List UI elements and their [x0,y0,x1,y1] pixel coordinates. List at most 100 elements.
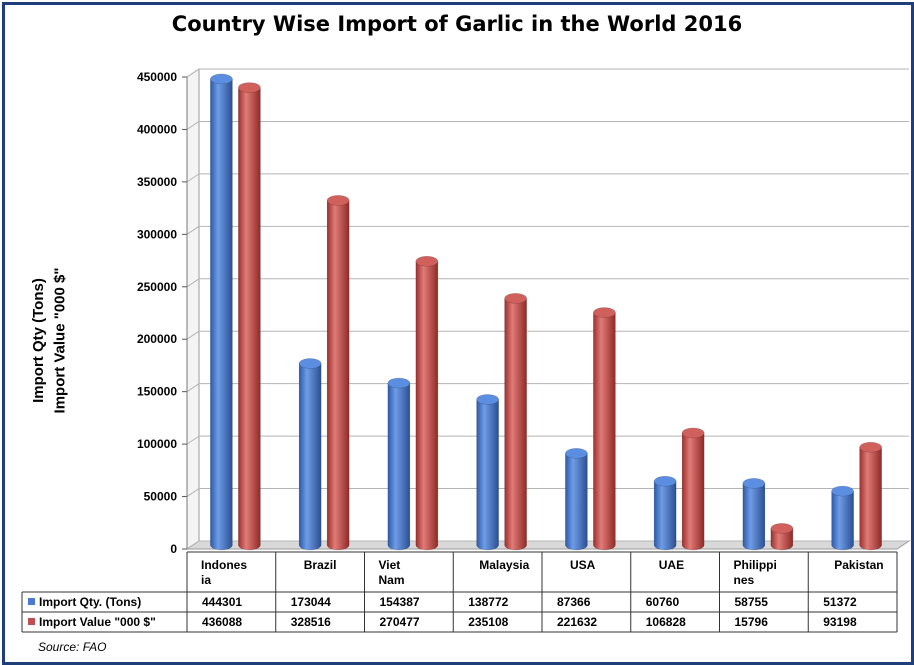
data-table-value: 60760 [646,595,680,609]
bar-body [742,483,766,551]
bar-body [504,298,527,551]
data-table-value: 15796 [735,615,769,629]
data-table-value: 154387 [380,595,420,609]
bar-qty [387,377,411,551]
x-category-label: Viet Nam [379,558,405,587]
bar-body [565,453,588,551]
bar-qty [298,358,322,551]
bar-top [565,448,588,459]
bar-value [859,441,882,551]
data-table-value: 444301 [202,595,242,609]
bar-top [210,73,233,85]
bar-body [831,490,854,551]
bar-top [387,377,411,389]
data-table-value: 87366 [557,595,591,609]
chart-floor [185,540,911,550]
data-table-value: 235108 [468,615,508,629]
bar-top [681,427,705,439]
legend-series-name: Import Qty. (Tons) [39,595,141,609]
bar-top [415,256,439,267]
legend-swatch [28,598,35,605]
data-table-value: 51372 [823,595,857,609]
bar-qty [742,478,766,551]
y-tick-label: 400000 [137,122,177,136]
x-category-label: USA [570,558,596,572]
bar-value [415,256,439,551]
bar-value [593,307,616,551]
bar-top [859,441,882,453]
gridline-depth [186,435,200,445]
x-category-label: Brazil [304,558,337,572]
bar-body [593,312,616,551]
x-category-label: Indones ia [201,558,247,587]
data-table-value: 138772 [468,595,508,609]
legend-swatch [28,618,35,625]
gridline-depth [186,121,200,130]
bar-qty [476,394,499,551]
y-tick-label: 450000 [137,70,177,84]
bar-body [326,200,350,551]
bar-body [387,382,411,551]
y-tick-label: 150000 [137,385,177,399]
bar-body [415,261,439,551]
bar-top [476,394,499,405]
bar-value [770,523,794,551]
bar-top [742,478,766,489]
data-table-value: 106828 [646,615,686,629]
bar-top [770,523,794,534]
bar-top [593,307,616,318]
bar-value [681,427,705,551]
y-tick-label: 0 [170,542,177,556]
bar-body [476,399,499,551]
bar-top [238,82,261,93]
bar-value [326,195,350,551]
bar-qty [653,476,677,551]
bar-top [653,476,677,487]
gridline-depth [186,383,200,393]
bar-top [298,358,322,369]
bar-top [831,485,854,497]
data-table-value: 270477 [380,615,420,629]
bar-body [653,481,677,551]
source-note: Source: FAO [38,640,107,654]
data-table-value: 436088 [202,615,242,629]
bar-body [681,432,705,551]
gridline-depth [186,540,200,550]
x-category-label: Malaysia [479,558,529,572]
gridline-depth [186,68,200,78]
gridline-depth [186,173,200,183]
x-category-label: UAE [659,558,684,572]
side-wall [186,68,200,550]
data-table-value: 173044 [291,595,331,609]
bar-top [326,195,350,206]
bar-body [238,87,261,551]
data-table-value: 221632 [557,615,597,629]
x-category-label: Philippi nes [734,558,777,587]
y-tick-label: 300000 [137,227,177,241]
data-table-value: 328516 [291,615,331,629]
y-tick-label: 250000 [137,280,177,294]
y-tick-label: 200000 [137,332,177,346]
bar-body [210,78,233,551]
bar-value [504,293,527,551]
y-tick-label: 50000 [144,490,178,504]
gridline-depth [186,488,200,497]
y-tick-label: 350000 [137,175,177,189]
bar-body [770,528,794,551]
x-category-label: Pakistan [834,558,883,572]
bar-qty [831,485,854,551]
chart-title: Country Wise Import of Garlic in the Wor… [171,12,743,36]
data-table-value: 58755 [735,595,769,609]
bar-qty [210,73,233,551]
bar-top [504,293,527,304]
bar-qty [565,448,588,551]
legend-series-name: Import Value "000 $" [39,615,156,629]
bar-value [238,82,261,551]
bar-body [298,363,322,551]
y-tick-label: 100000 [137,437,177,451]
gridline-depth [186,330,200,340]
gridline-depth [186,225,200,235]
data-table-value: 93198 [823,615,857,629]
